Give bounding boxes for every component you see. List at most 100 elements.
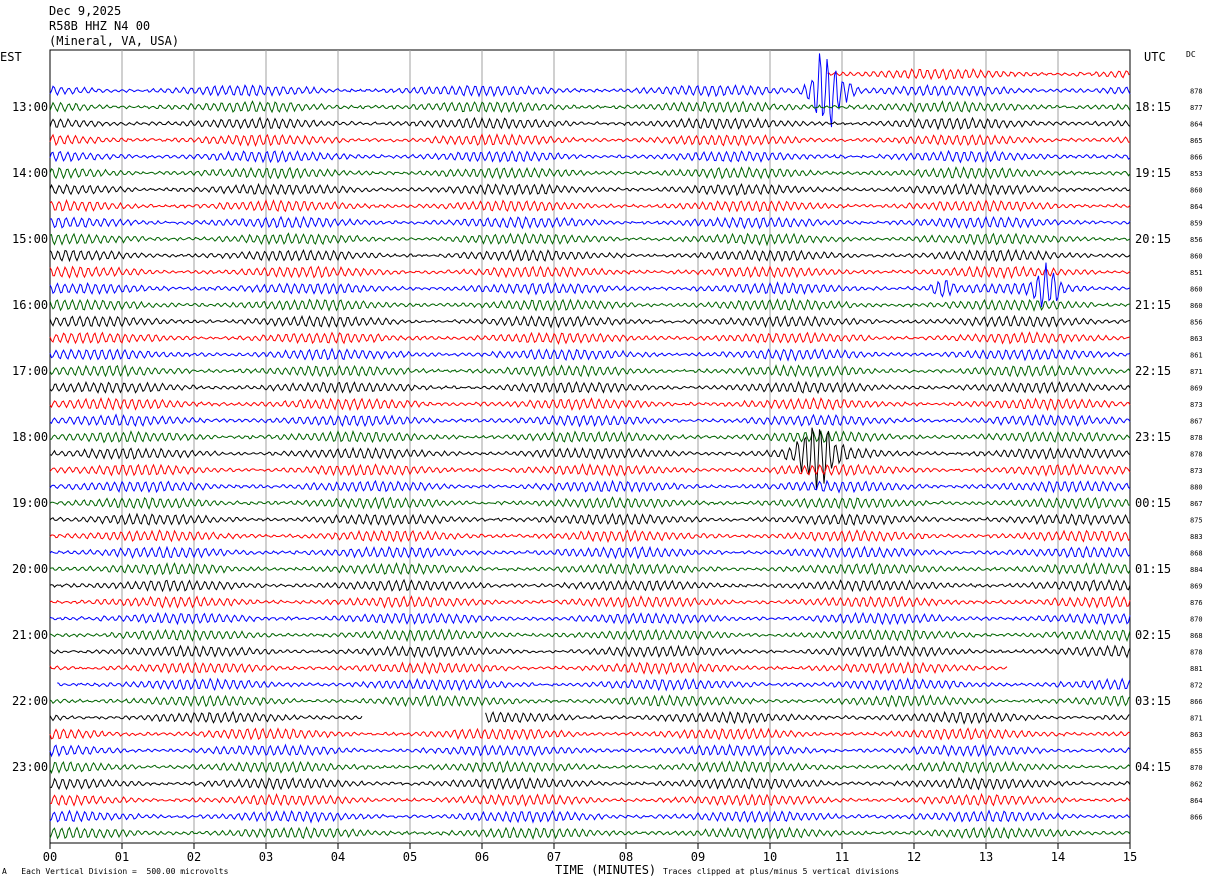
left-hour-label: 16:00	[12, 298, 48, 312]
dc-offset-value: 864	[1190, 797, 1203, 805]
seismic-trace	[49, 595, 1131, 609]
right-hour-label: 02:15	[1135, 628, 1171, 642]
seismic-trace	[49, 116, 1131, 131]
dc-offset-value: 864	[1190, 203, 1203, 211]
dc-offset-value: 853	[1190, 170, 1203, 178]
left-hour-label: 19:00	[12, 496, 48, 510]
seismic-trace	[49, 826, 1131, 840]
seismic-trace	[49, 463, 1131, 477]
seismic-trace	[49, 545, 1131, 560]
x-tick-label: 06	[475, 850, 489, 864]
seismic-trace	[49, 232, 1131, 247]
plot-frame	[49, 49, 1131, 844]
seismic-trace	[49, 380, 1131, 395]
seismic-trace	[49, 809, 1131, 824]
x-tick-label: 11	[835, 850, 849, 864]
dc-offset-value: 851	[1190, 269, 1203, 277]
dc-offset-value: 873	[1190, 401, 1203, 409]
dc-offset-value: 869	[1190, 385, 1203, 393]
right-hour-label: 01:15	[1135, 562, 1171, 576]
dc-offset-value: 862	[1190, 781, 1203, 789]
left-timezone-label: EST	[0, 50, 22, 64]
dc-offset-value: 860	[1190, 187, 1203, 195]
seismic-trace	[49, 512, 1131, 527]
dc-offset-value: 878	[1190, 88, 1203, 96]
x-axis-title: TIME (MINUTES)	[555, 863, 657, 877]
right-hour-label: 22:15	[1135, 364, 1171, 378]
station-location: (Mineral, VA, USA)	[49, 34, 180, 48]
seismic-trace	[49, 215, 1131, 230]
right-hour-label: 18:15	[1135, 100, 1171, 114]
x-tick-label: 05	[403, 850, 417, 864]
seismic-trace	[49, 727, 1131, 741]
x-tick-label: 02	[187, 850, 201, 864]
seismic-trace	[49, 347, 1131, 362]
dc-offset-value: 866	[1190, 814, 1203, 822]
dc-offset-value: 863	[1190, 335, 1203, 343]
left-hour-label: 13:00	[12, 100, 48, 114]
seismic-trace	[49, 496, 1131, 510]
left-hour-label: 22:00	[12, 694, 48, 708]
dc-offset-value: 867	[1190, 500, 1203, 508]
x-tick-label: 07	[547, 850, 561, 864]
seismic-trace	[49, 331, 1131, 346]
seismic-trace	[49, 198, 1131, 213]
left-hour-label: 20:00	[12, 562, 48, 576]
right-hour-label: 03:15	[1135, 694, 1171, 708]
seismic-trace	[49, 413, 1131, 428]
seismic-trace	[49, 710, 363, 724]
seismic-trace	[49, 248, 1131, 263]
seismic-trace	[49, 628, 1131, 643]
seismic-trace	[49, 429, 1131, 444]
seismic-trace	[49, 133, 1131, 147]
x-tick-label: 01	[115, 850, 129, 864]
dc-offset-value: 856	[1190, 236, 1203, 244]
right-hour-label: 19:15	[1135, 166, 1171, 180]
seismic-trace	[49, 182, 1131, 197]
chart-header: Dec 9,2025 R58B HHZ N4 00 (Mineral, VA, …	[49, 4, 179, 49]
x-tick-label: 03	[259, 850, 273, 864]
seismic-trace	[49, 100, 1131, 114]
seismic-trace	[49, 262, 1131, 308]
seismic-trace	[49, 53, 1131, 128]
dc-offset-value: 859	[1190, 220, 1203, 228]
x-tick-label: 04	[331, 850, 345, 864]
scale-note: Each Vertical Division = 500.00 microvol…	[21, 867, 229, 876]
seismic-trace	[49, 427, 1131, 491]
seismic-trace	[49, 561, 1131, 576]
seismic-trace	[49, 644, 1131, 659]
seismic-trace	[49, 479, 1131, 494]
seismic-trace	[49, 694, 1131, 708]
dc-offset-value: 870	[1190, 764, 1203, 772]
clip-note: Traces clipped at plus/minus 5 vertical …	[663, 867, 900, 876]
chart-date: Dec 9,2025	[49, 4, 122, 18]
seismic-trace	[49, 149, 1131, 164]
seismic-trace	[49, 297, 1131, 312]
dc-offset-value: 863	[1190, 731, 1203, 739]
dc-offset-value: 871	[1190, 368, 1203, 376]
left-hour-label: 23:00	[12, 760, 48, 774]
left-hour-label: 21:00	[12, 628, 48, 642]
dc-offset-value: 860	[1190, 302, 1203, 310]
seismic-trace	[49, 314, 1131, 329]
dc-offset-value: 878	[1190, 434, 1203, 442]
dc-offset-value: 876	[1190, 599, 1203, 607]
x-tick-label: 00	[43, 850, 57, 864]
dc-offset-value: 878	[1190, 649, 1203, 657]
dc-offset-value: 866	[1190, 154, 1203, 162]
dc-offset-value: 868	[1190, 632, 1203, 640]
seismic-trace	[49, 661, 1008, 676]
dc-offset-value: 860	[1190, 253, 1203, 261]
dc-offset-value: 866	[1190, 698, 1203, 706]
dc-offset-value: 860	[1190, 286, 1203, 294]
dc-offset-value: 877	[1190, 104, 1203, 112]
seismic-trace	[49, 529, 1131, 543]
x-tick-label: 13	[979, 850, 993, 864]
seismic-trace	[49, 743, 1131, 758]
corner-mark: A	[2, 867, 7, 876]
left-hour-label: 14:00	[12, 166, 48, 180]
right-hour-label: 23:15	[1135, 430, 1171, 444]
x-tick-label: 15	[1123, 850, 1137, 864]
dc-offset-value: 878	[1190, 451, 1203, 459]
